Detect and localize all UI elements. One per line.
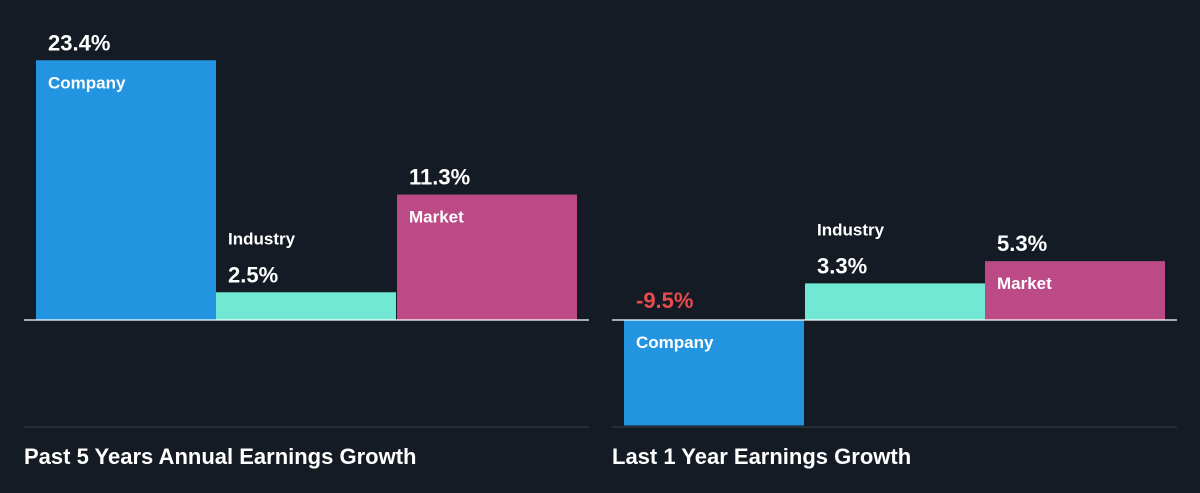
industry-value-label: 3.3% bbox=[817, 253, 867, 278]
company-bar bbox=[624, 320, 804, 426]
company-bar bbox=[36, 60, 216, 320]
company-category-label: Company bbox=[48, 73, 126, 92]
market-value-label: 11.3% bbox=[409, 165, 470, 190]
market-bar bbox=[397, 194, 577, 320]
company-category-label: Company bbox=[636, 333, 714, 352]
market-category-label: Market bbox=[409, 208, 464, 227]
market-value-label: 5.3% bbox=[997, 231, 1047, 256]
chart-title-past-5-years: Past 5 Years Annual Earnings Growth bbox=[24, 444, 417, 469]
company-value-label: 23.4% bbox=[48, 30, 110, 55]
industry-bar bbox=[216, 292, 396, 320]
market-bar bbox=[985, 261, 1165, 320]
company-value-label: -9.5% bbox=[636, 288, 693, 313]
industry-value-label: 2.5% bbox=[228, 262, 278, 287]
industry-bar bbox=[805, 283, 985, 320]
market-category-label: Market bbox=[997, 274, 1052, 293]
industry-category-label: Industry bbox=[228, 229, 296, 248]
industry-category-label: Industry bbox=[817, 220, 885, 239]
chart-title-last-1-year: Last 1 Year Earnings Growth bbox=[612, 444, 912, 469]
